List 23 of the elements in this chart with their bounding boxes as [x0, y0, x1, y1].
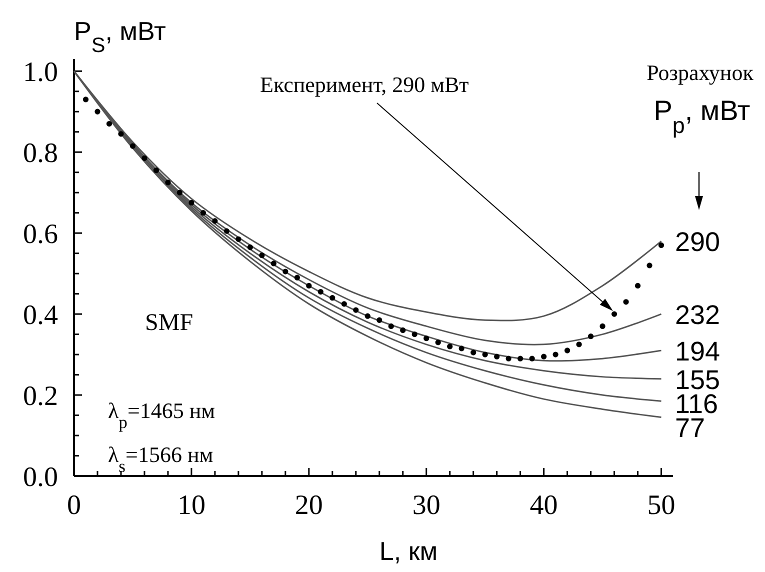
- series-label: 194: [675, 336, 720, 366]
- y-tick-label: 0.0: [23, 462, 58, 493]
- y-tick-label: 0.2: [23, 381, 58, 412]
- x-tick-label: 30: [412, 490, 440, 521]
- annotation: λ$_{s}$=1566 нм: [108, 442, 214, 476]
- x-tick-label: 0: [67, 490, 81, 521]
- y-axis-title: P$_{S}$, мВт: [74, 16, 166, 56]
- y-tick-label: 0.8: [23, 138, 58, 170]
- annotation: Розрахунок: [646, 60, 754, 85]
- x-axis-title: L, км: [379, 536, 438, 566]
- y-tick-label: 0.4: [23, 300, 58, 332]
- series-label: 232: [675, 300, 720, 330]
- x-tick-label: 40: [530, 490, 558, 521]
- annotation: SMF: [145, 310, 194, 336]
- x-tick-label: 20: [294, 490, 323, 521]
- series-label: 290: [675, 227, 720, 258]
- x-tick-label: 50: [647, 490, 676, 521]
- y-tick-label: 0.6: [23, 219, 58, 250]
- y-tick-label: 1.0: [23, 57, 58, 88]
- annotation: P$_{p}$, мВт: [654, 95, 750, 138]
- x-tick-label: 10: [177, 490, 206, 521]
- annotation: λ$_{p}$=1465 нм: [108, 398, 216, 432]
- annotation: Експеримент, 290 мВт: [260, 72, 470, 97]
